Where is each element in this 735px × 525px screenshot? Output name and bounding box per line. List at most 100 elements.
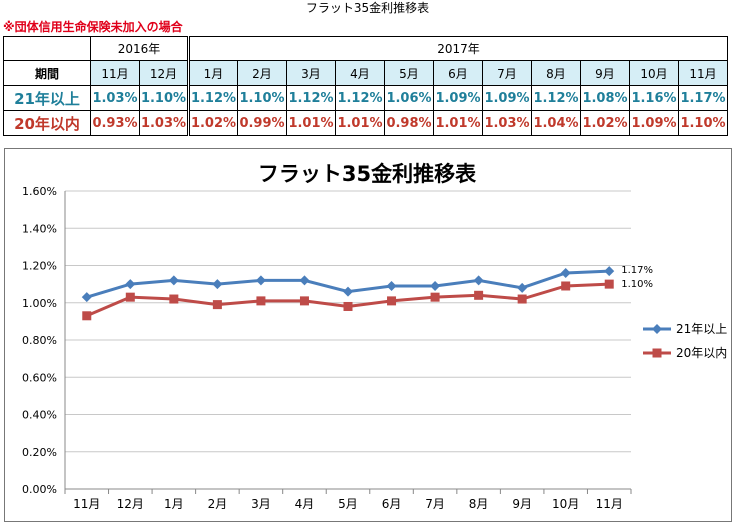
- x-tick-label: 4月: [295, 497, 315, 511]
- rate-21-years-5: 1.12%: [335, 85, 385, 111]
- x-tick-label: 12月: [117, 497, 144, 511]
- year-cell-2017: 2017年: [187, 36, 728, 61]
- y-tick-label: 1.60%: [22, 185, 57, 198]
- month-header-12: 11月: [678, 60, 728, 86]
- data-point: [299, 275, 310, 286]
- table-row-20-years: 20年以内 0.93% 1.03% 1.02% 0.99% 1.01% 1.01% 0.98…: [3, 110, 728, 136]
- rate-21-years-1: 1.10%: [139, 85, 189, 111]
- rate-20-years-12: 1.10%: [678, 110, 728, 136]
- y-axis-ticks: 0.00% 0.20% 0.40% 0.60% 0.80% 1.00% 1.20% 1.40%…: [22, 185, 57, 496]
- chart-series: 1.17% 1.10%: [81, 265, 653, 321]
- y-tick-label: 1.00%: [22, 297, 57, 310]
- data-point: [169, 294, 179, 304]
- line-chart: フラット35金利推移表 0.00% 0.20% 0.40% 0.60% 0.80% 1.0…: [22, 162, 727, 511]
- data-point: [168, 275, 179, 286]
- rate-20-years-11: 1.09%: [629, 110, 679, 136]
- month-header-8: 7月: [482, 60, 532, 86]
- period-header: 期間: [3, 60, 91, 86]
- month-header-6: 5月: [384, 60, 434, 86]
- y-tick-label: 0.40%: [22, 409, 57, 422]
- chart-gridlines: [64, 190, 631, 490]
- rate-20-years-4: 1.01%: [286, 110, 336, 136]
- y-tick-label: 0.20%: [22, 446, 57, 459]
- x-tick-label: 6月: [382, 497, 402, 511]
- month-header-2: 1月: [187, 60, 238, 86]
- data-point: [343, 301, 353, 311]
- table-year-row: 2016年 2017年: [3, 36, 728, 61]
- rate-20-years-7: 1.01%: [433, 110, 483, 136]
- x-tick-label: 2月: [208, 497, 228, 511]
- table-month-row: 期間 11月 12月 1月 2月 3月 4月 5月 6月 7月 8月 9月 10月 11月: [3, 60, 728, 86]
- y-tick-label: 1.20%: [22, 260, 57, 273]
- rate-21-years-7: 1.09%: [433, 85, 483, 111]
- rate-table: 2016年 2017年 期間 11月 12月 1月 2月 3月 4月 5月 6月 7月 8月 9月 1…: [3, 36, 728, 136]
- data-point: [473, 275, 484, 286]
- x-tick-label: 1月: [164, 497, 184, 511]
- note-text: ※団体信用生命保険未加入の場合: [3, 20, 183, 34]
- y-tick-label: 0.00%: [22, 483, 57, 496]
- chart-container: フラット35金利推移表 0.00% 0.20% 0.40% 0.60% 0.80% 1.0…: [4, 148, 732, 522]
- x-tick-label: 5月: [338, 497, 358, 511]
- rate-20-years-5: 1.01%: [335, 110, 385, 136]
- x-tick-label: 10月: [552, 497, 579, 511]
- rate-21-years-0: 1.03%: [90, 85, 140, 111]
- x-tick-label: 7月: [425, 497, 445, 511]
- data-point: [212, 279, 223, 290]
- data-point: [561, 281, 571, 291]
- rate-20-years-2: 1.02%: [187, 110, 238, 136]
- rate-20-years-6: 0.98%: [384, 110, 434, 136]
- table-corner-cell: [3, 36, 91, 61]
- data-point: [430, 280, 441, 291]
- rate-21-years-2: 1.12%: [187, 85, 238, 111]
- legend-marker: [652, 324, 662, 334]
- y-tick-label: 0.60%: [22, 371, 57, 384]
- data-point: [212, 300, 222, 310]
- data-point: [81, 292, 92, 303]
- data-point: [604, 279, 614, 289]
- page-title: フラット35金利推移表: [305, 1, 430, 15]
- rate-20-years-1: 1.03%: [139, 110, 189, 136]
- rate-20-years-10: 1.02%: [580, 110, 630, 136]
- chart-title: フラット35金利推移表: [258, 162, 477, 186]
- rate-21-years-11: 1.16%: [629, 85, 679, 111]
- rate-21-years-4: 1.12%: [286, 85, 336, 111]
- x-tick-label: 9月: [512, 497, 532, 511]
- data-point: [125, 279, 136, 290]
- data-point: [386, 280, 397, 291]
- rate-21-years-8: 1.09%: [482, 85, 532, 111]
- rate-21-years-3: 1.10%: [237, 85, 287, 111]
- y-tick-label: 0.80%: [22, 334, 57, 347]
- rate-21-years-10: 1.08%: [580, 85, 630, 111]
- rate-21-years-9: 1.12%: [531, 85, 581, 111]
- month-header-0: 11月: [90, 60, 140, 86]
- data-point: [256, 296, 266, 306]
- rate-20-years-9: 1.04%: [531, 110, 581, 136]
- month-header-5: 4月: [335, 60, 385, 86]
- data-point: [299, 296, 309, 306]
- rate-21-years-6: 1.06%: [384, 85, 434, 111]
- month-header-1: 12月: [139, 60, 189, 86]
- rate-20-years-0: 0.93%: [90, 110, 140, 136]
- data-point: [343, 286, 353, 297]
- x-tick-label: 11月: [73, 497, 100, 511]
- month-header-10: 9月: [580, 60, 630, 86]
- month-header-4: 3月: [286, 60, 336, 86]
- month-header-9: 8月: [531, 60, 581, 86]
- data-point: [125, 292, 135, 302]
- data-point: [560, 267, 571, 278]
- legend-label: 20年以内: [676, 346, 727, 360]
- data-point: [474, 290, 484, 300]
- data-point: [255, 275, 266, 286]
- table-row-21-years: 21年以上 1.03% 1.10% 1.12% 1.10% 1.12% 1.12% 1.06…: [3, 85, 728, 111]
- data-point: [604, 266, 615, 277]
- legend-label: 21年以上: [676, 322, 727, 336]
- data-point: [517, 294, 527, 304]
- x-tick-label: 8月: [469, 497, 489, 511]
- data-label: 1.10%: [621, 279, 653, 290]
- data-point: [517, 282, 528, 293]
- data-point: [430, 292, 440, 302]
- chart-legend: 21年以上 20年以内: [643, 322, 727, 360]
- x-tick-label: 11月: [596, 497, 623, 511]
- y-tick-label: 1.40%: [22, 222, 57, 235]
- row-label-20-years: 20年以内: [3, 110, 91, 136]
